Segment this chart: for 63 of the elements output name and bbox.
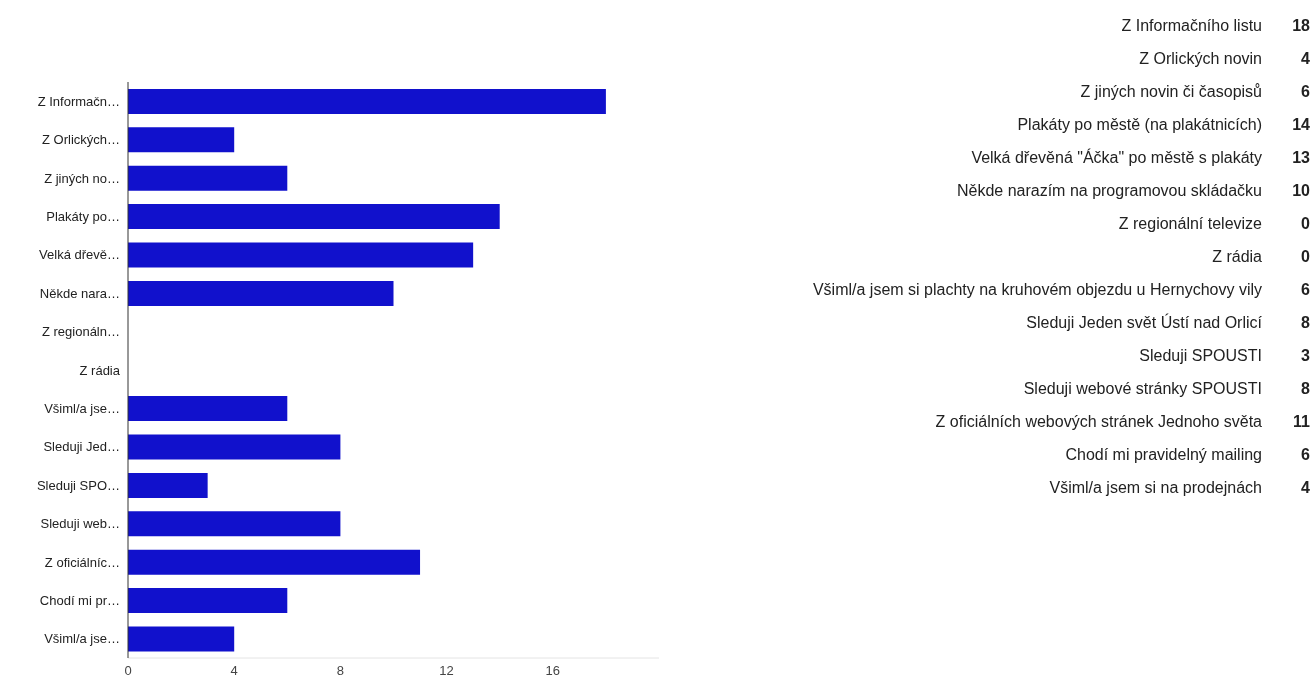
x-tick-label: 16 <box>545 663 561 679</box>
y-tick-label: Z Orlických… <box>42 132 120 148</box>
text: Někde narazím na programovou skládačku <box>956 181 1262 200</box>
y-tick-label: Všiml/a jse… <box>44 631 120 647</box>
text: Sleduji Jeden svět Ústí nad Orlicí <box>1026 313 1262 332</box>
text: 6 <box>1300 445 1310 464</box>
text: 14 <box>1291 115 1310 134</box>
text: 4 <box>1300 49 1310 68</box>
text: 11 <box>1292 412 1310 431</box>
bar <box>128 588 288 614</box>
x-tick-label: 8 <box>336 663 345 679</box>
text: Z regionální televize <box>1118 214 1262 233</box>
x-tick-label: 4 <box>230 663 238 679</box>
text: Z Informačního listu <box>1121 16 1262 35</box>
text: Plakáty po městě (na plakátnicích) <box>1017 115 1262 134</box>
bar <box>128 204 500 230</box>
y-tick-label: Velká dřevě… <box>39 247 120 263</box>
text: 18 <box>1291 16 1310 35</box>
text: 8 <box>1300 313 1310 332</box>
bar <box>128 88 606 114</box>
y-tick-label: Sleduji SPO… <box>36 477 120 493</box>
text: Všiml/a jsem si na prodejnách <box>1049 478 1262 497</box>
bar <box>128 280 394 306</box>
x-tick-label: 0 <box>124 663 132 679</box>
text: 10 <box>1291 181 1310 200</box>
y-tick-label: Z oficiálníc… <box>44 554 120 570</box>
bar <box>128 511 341 537</box>
y-tick-label: Sleduji web… <box>40 516 120 532</box>
bar <box>128 626 235 652</box>
text: 0 <box>1300 214 1310 233</box>
text: 0 <box>1300 247 1310 266</box>
text: Sleduji webové stránky SPOUSTI <box>1023 379 1262 398</box>
y-tick-label: Chodí mi pr… <box>39 593 120 609</box>
text: 13 <box>1291 148 1310 167</box>
text: 4 <box>1300 478 1310 497</box>
text: Všiml/a jsem si plachty na kruhovém objezdu u Hernychovy vily <box>812 280 1262 299</box>
y-tick-label: Někde nara… <box>39 285 120 301</box>
text: Z oficiálních webových stránek Jednoho světa <box>935 412 1262 431</box>
text: Sleduji SPOUSTI <box>1139 346 1262 365</box>
y-tick-label: Z jiných no… <box>44 170 120 186</box>
text: Z Orlických novin <box>1139 49 1262 68</box>
x-tick-label: 12 <box>439 663 454 679</box>
bar <box>128 472 208 498</box>
y-tick-label: Z Informačn… <box>37 93 120 109</box>
bar <box>128 396 288 422</box>
text: 6 <box>1300 82 1310 101</box>
bar <box>128 165 288 191</box>
y-tick-label: Z regionáln… <box>41 324 120 340</box>
text: Z jiných novin či časopisů <box>1080 82 1262 101</box>
bar <box>128 127 235 153</box>
y-tick-label: Z rádia <box>79 362 121 378</box>
y-tick-label: Sleduji Jed… <box>43 439 120 455</box>
bar <box>128 549 421 575</box>
text: 6 <box>1300 280 1310 299</box>
y-tick-label: Plakáty po… <box>46 209 120 225</box>
text: 3 <box>1300 346 1310 365</box>
y-tick-label: Všiml/a jse… <box>44 401 120 417</box>
text: Velká dřevěná "Áčka" po městě s plakáty <box>971 148 1262 167</box>
text: 8 <box>1300 379 1310 398</box>
bar <box>128 242 474 268</box>
bar <box>128 434 341 460</box>
text: Z rádia <box>1212 247 1262 266</box>
text: Chodí mi pravidelný mailing <box>1065 445 1262 464</box>
